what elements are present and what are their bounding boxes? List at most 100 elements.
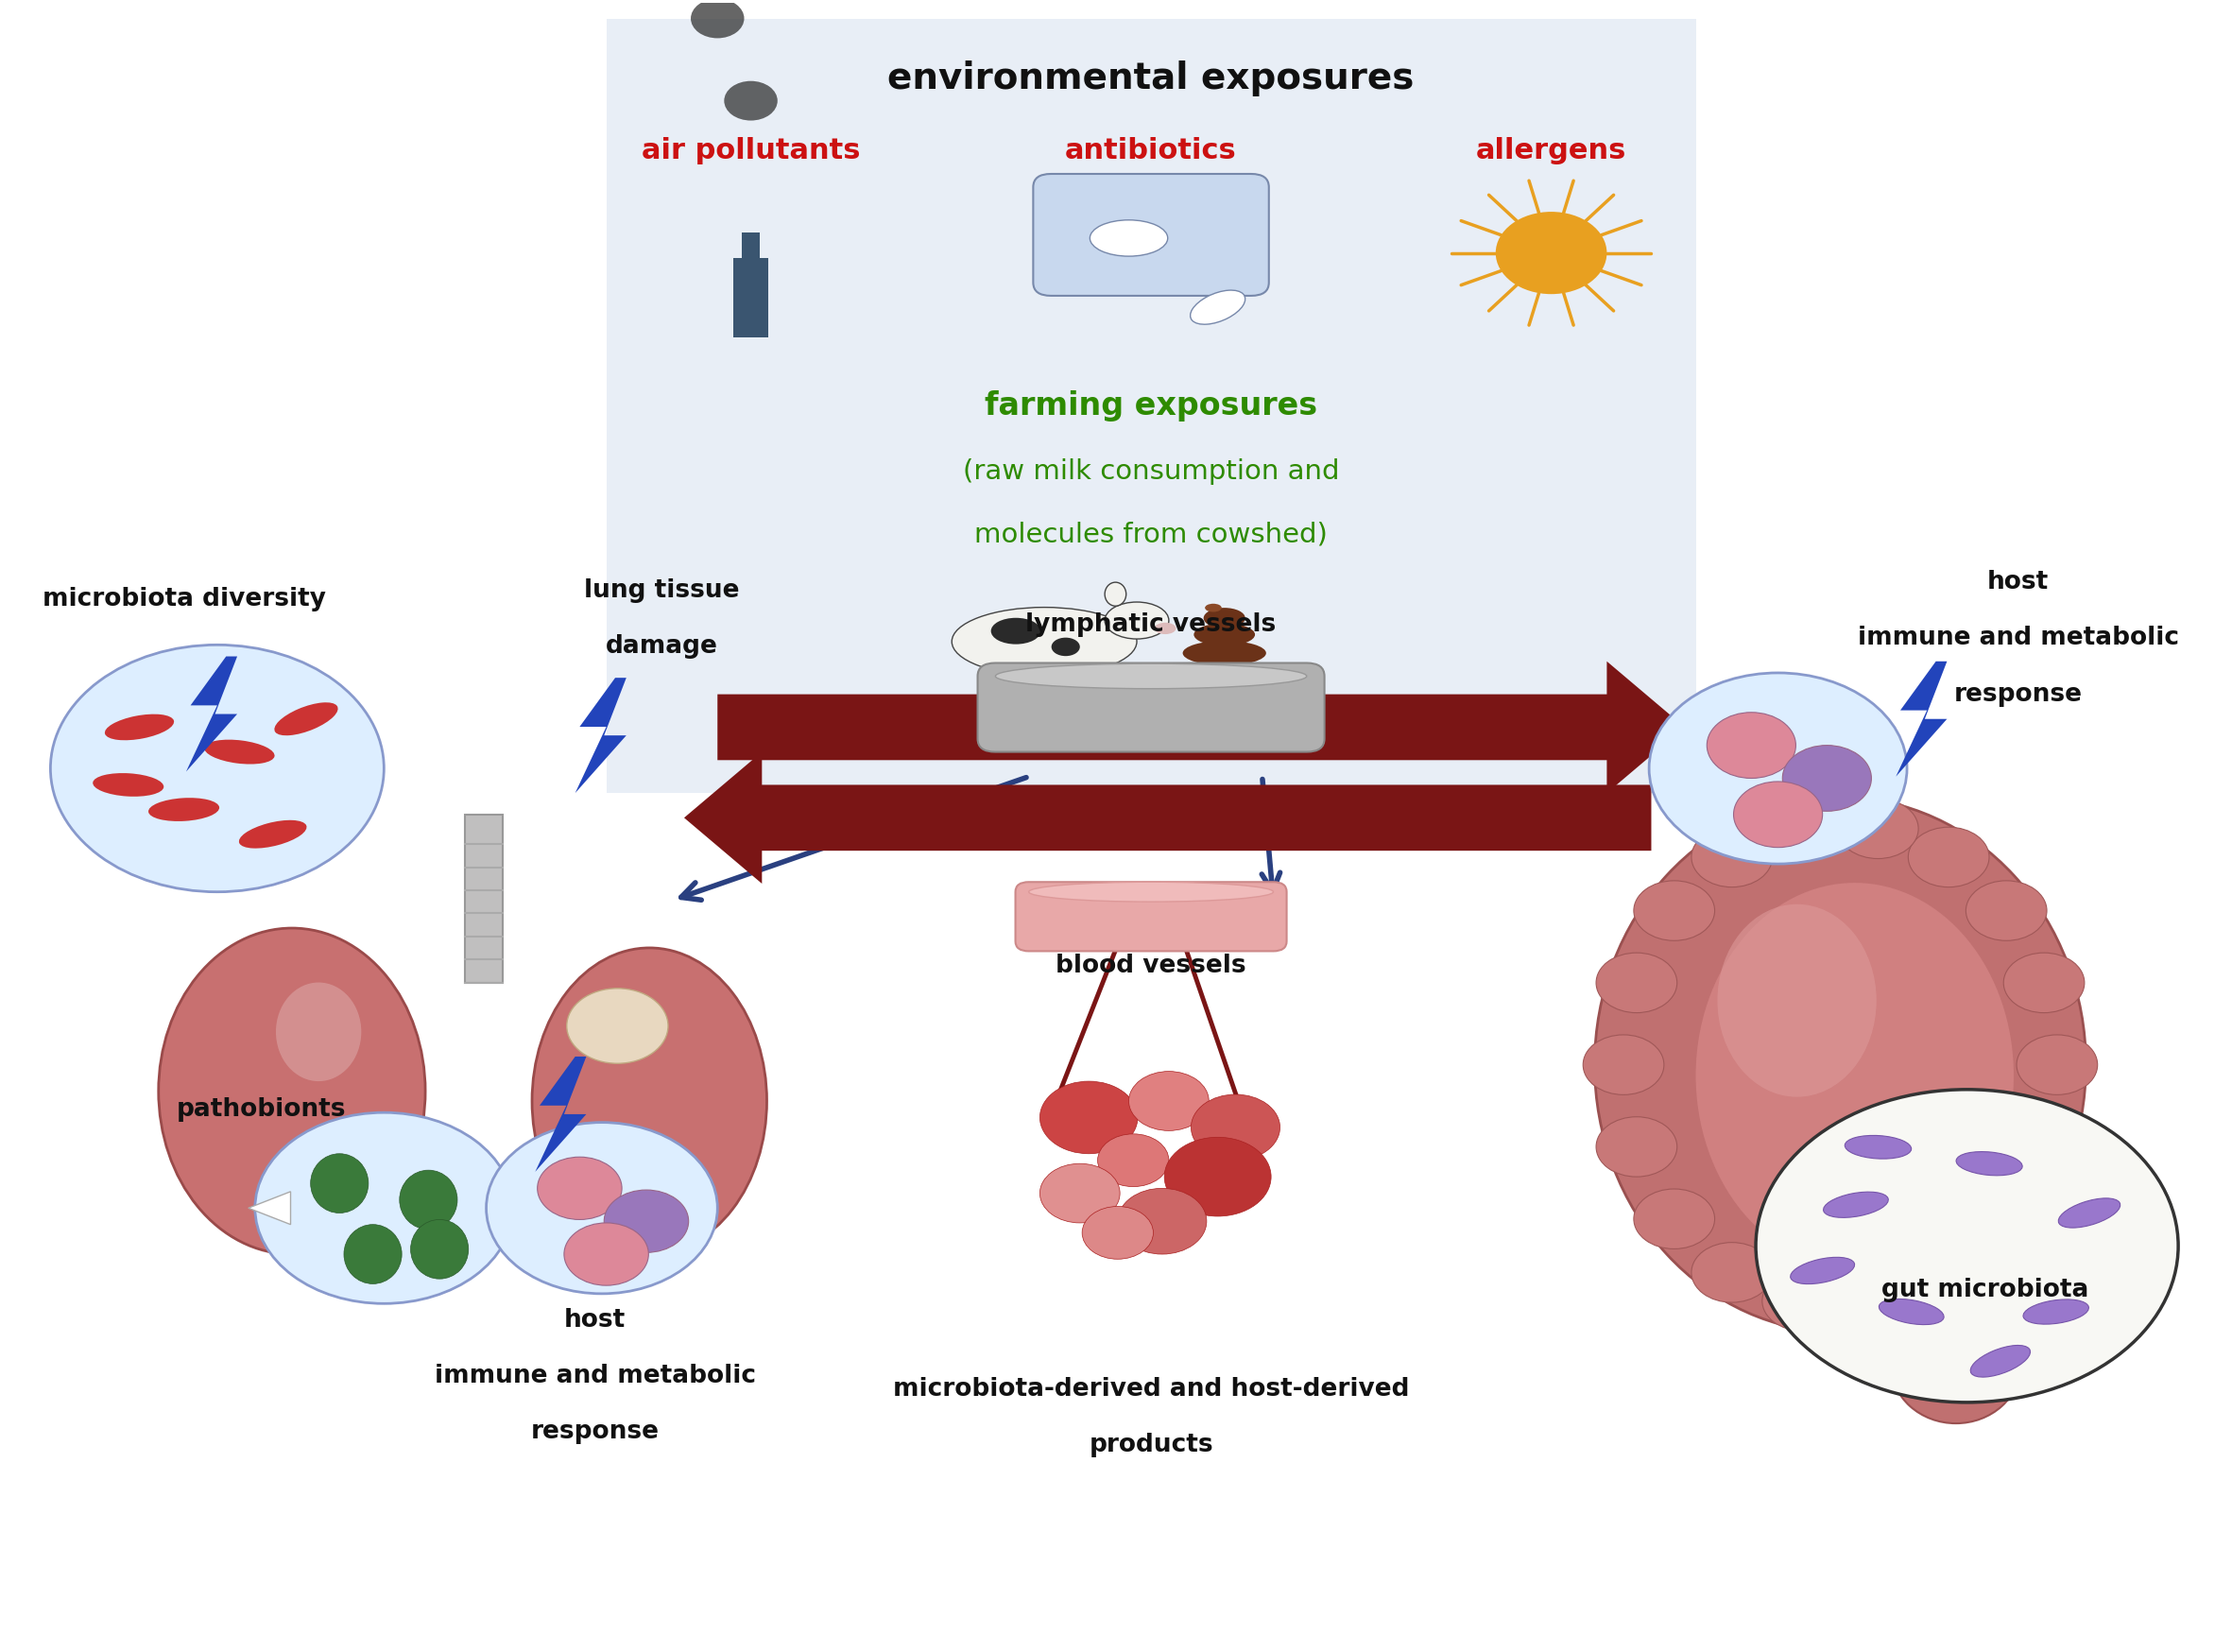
Polygon shape [576, 677, 627, 793]
Ellipse shape [1790, 1257, 1855, 1284]
Circle shape [1763, 1270, 1844, 1332]
Text: lymphatic vessels: lymphatic vessels [1027, 613, 1277, 638]
Text: immune and metabolic: immune and metabolic [435, 1365, 757, 1388]
Ellipse shape [1846, 1135, 1911, 1158]
Circle shape [1634, 881, 1714, 940]
Circle shape [1118, 1188, 1208, 1254]
Circle shape [1966, 1189, 2047, 1249]
Circle shape [1596, 953, 1676, 1013]
Text: lung tissue: lung tissue [585, 578, 739, 603]
Text: host: host [565, 1308, 625, 1332]
Text: response: response [531, 1419, 658, 1444]
Circle shape [1596, 1117, 1676, 1176]
Text: immune and metabolic: immune and metabolic [1857, 626, 2178, 651]
Circle shape [1966, 881, 2047, 940]
Text: damage: damage [605, 634, 719, 659]
Circle shape [1837, 1270, 1917, 1332]
Ellipse shape [1154, 623, 1176, 634]
Bar [464, 814, 502, 983]
Bar [1065, 679, 1080, 715]
Ellipse shape [1971, 1345, 2031, 1378]
Circle shape [1040, 1163, 1120, 1222]
Ellipse shape [1203, 608, 1245, 628]
Bar [995, 679, 1011, 715]
Ellipse shape [1029, 882, 1272, 902]
Circle shape [2004, 953, 2085, 1013]
Ellipse shape [1089, 220, 1167, 256]
Ellipse shape [158, 928, 426, 1254]
Ellipse shape [344, 1224, 402, 1284]
Text: response: response [1953, 682, 2082, 707]
Text: antibiotics: antibiotics [1065, 137, 1237, 165]
Text: host: host [1986, 570, 2049, 595]
Circle shape [690, 0, 743, 38]
Ellipse shape [105, 714, 174, 740]
FancyBboxPatch shape [607, 20, 1696, 793]
Ellipse shape [2022, 1300, 2089, 1325]
Circle shape [2004, 1117, 2085, 1176]
Circle shape [1734, 781, 1824, 847]
Ellipse shape [1716, 904, 1877, 1097]
Ellipse shape [1891, 1305, 2020, 1424]
FancyBboxPatch shape [1033, 173, 1268, 296]
Bar [734, 258, 768, 337]
Text: molecules from cowshed): molecules from cowshed) [975, 522, 1328, 548]
FancyBboxPatch shape [978, 662, 1324, 752]
Circle shape [1763, 798, 1844, 859]
Circle shape [1707, 712, 1797, 778]
Circle shape [1495, 211, 1607, 294]
Circle shape [1165, 1137, 1270, 1216]
Circle shape [1908, 828, 1989, 887]
Text: blood vessels: blood vessels [1056, 953, 1245, 978]
Text: pathobionts: pathobionts [176, 1097, 346, 1122]
Text: microbiota diversity: microbiota diversity [42, 586, 326, 611]
Circle shape [1083, 1206, 1154, 1259]
Ellipse shape [1183, 641, 1266, 666]
Text: environmental exposures: environmental exposures [888, 59, 1415, 96]
Circle shape [538, 1156, 623, 1219]
Ellipse shape [531, 948, 768, 1254]
Circle shape [1634, 1189, 1714, 1249]
Ellipse shape [1205, 603, 1221, 611]
Ellipse shape [1696, 882, 2013, 1269]
Text: microbiota-derived and host-derived: microbiota-derived and host-derived [893, 1376, 1408, 1401]
Ellipse shape [400, 1170, 458, 1229]
Ellipse shape [205, 740, 275, 765]
Circle shape [1837, 798, 1917, 859]
Circle shape [1692, 828, 1772, 887]
Ellipse shape [1105, 582, 1127, 606]
Circle shape [605, 1189, 687, 1252]
Ellipse shape [951, 608, 1136, 676]
Ellipse shape [1051, 638, 1080, 656]
Text: (raw milk consumption and: (raw milk consumption and [962, 459, 1339, 486]
Bar [741, 233, 759, 258]
Text: gut microbiota: gut microbiota [1882, 1279, 2089, 1303]
Ellipse shape [1955, 1151, 2022, 1176]
Ellipse shape [1194, 623, 1254, 646]
Ellipse shape [995, 664, 1306, 689]
Text: products: products [1089, 1432, 1214, 1457]
Circle shape [487, 1122, 716, 1294]
Ellipse shape [275, 702, 337, 735]
Text: farming exposures: farming exposures [984, 390, 1317, 421]
Polygon shape [185, 656, 237, 771]
Ellipse shape [1105, 601, 1170, 639]
Text: air pollutants: air pollutants [641, 137, 859, 165]
Circle shape [1192, 1094, 1279, 1160]
Ellipse shape [411, 1219, 469, 1279]
Bar [1031, 679, 1047, 715]
FancyArrow shape [685, 752, 1652, 884]
FancyBboxPatch shape [1016, 882, 1286, 952]
Circle shape [1040, 1082, 1138, 1153]
Polygon shape [536, 1057, 587, 1171]
Circle shape [1783, 745, 1870, 811]
Text: allergens: allergens [1475, 137, 1627, 165]
Polygon shape [248, 1191, 290, 1224]
Ellipse shape [1594, 798, 2087, 1333]
Circle shape [1692, 1242, 1772, 1302]
Ellipse shape [1190, 291, 1245, 324]
Polygon shape [1895, 661, 1946, 776]
Circle shape [1649, 672, 1906, 864]
Ellipse shape [147, 798, 219, 821]
Ellipse shape [310, 1153, 368, 1213]
